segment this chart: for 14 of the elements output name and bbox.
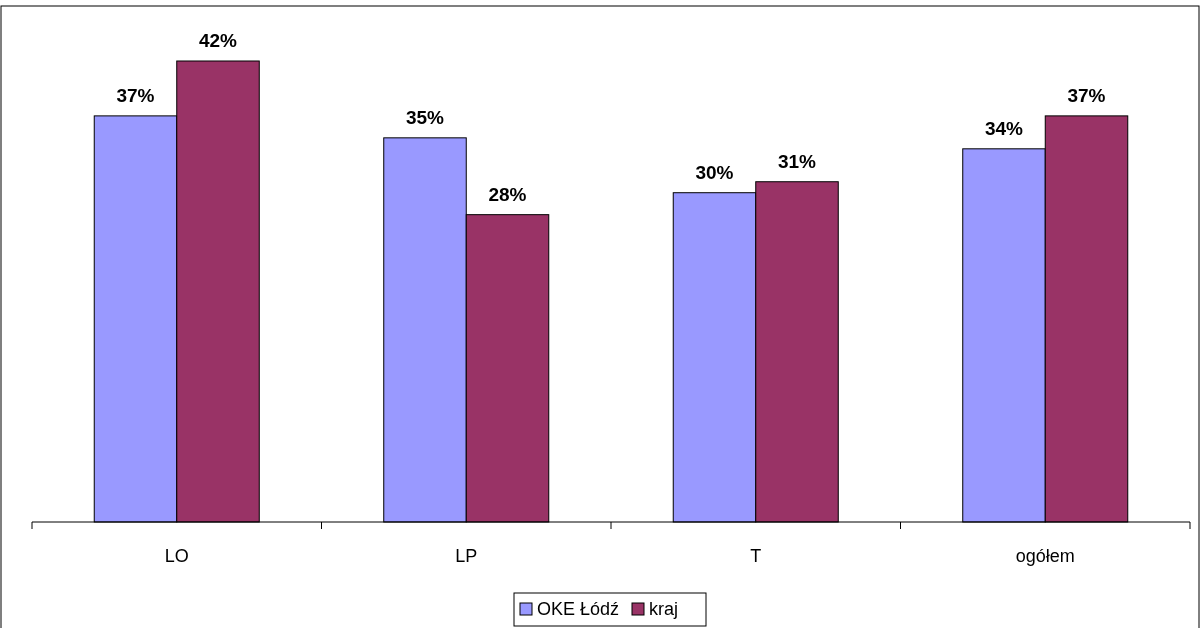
x-tick-label: LP [455, 546, 478, 566]
data-label: 37% [1067, 84, 1106, 106]
legend-label: kraj [649, 599, 679, 619]
data-label: 31% [777, 150, 817, 172]
data-label: 28% [488, 183, 527, 205]
data-label: 30% [695, 161, 734, 183]
legend-label: OKE Łódź [537, 599, 620, 619]
x-tick-label: T [750, 546, 762, 566]
data-label: 37% [116, 84, 155, 106]
data-label: 34% [984, 117, 1024, 139]
x-tick-label: LO [164, 546, 189, 566]
x-tick-label: ogółem [1015, 546, 1075, 566]
data-label: 42% [198, 30, 238, 51]
data-label: 35% [405, 106, 445, 128]
